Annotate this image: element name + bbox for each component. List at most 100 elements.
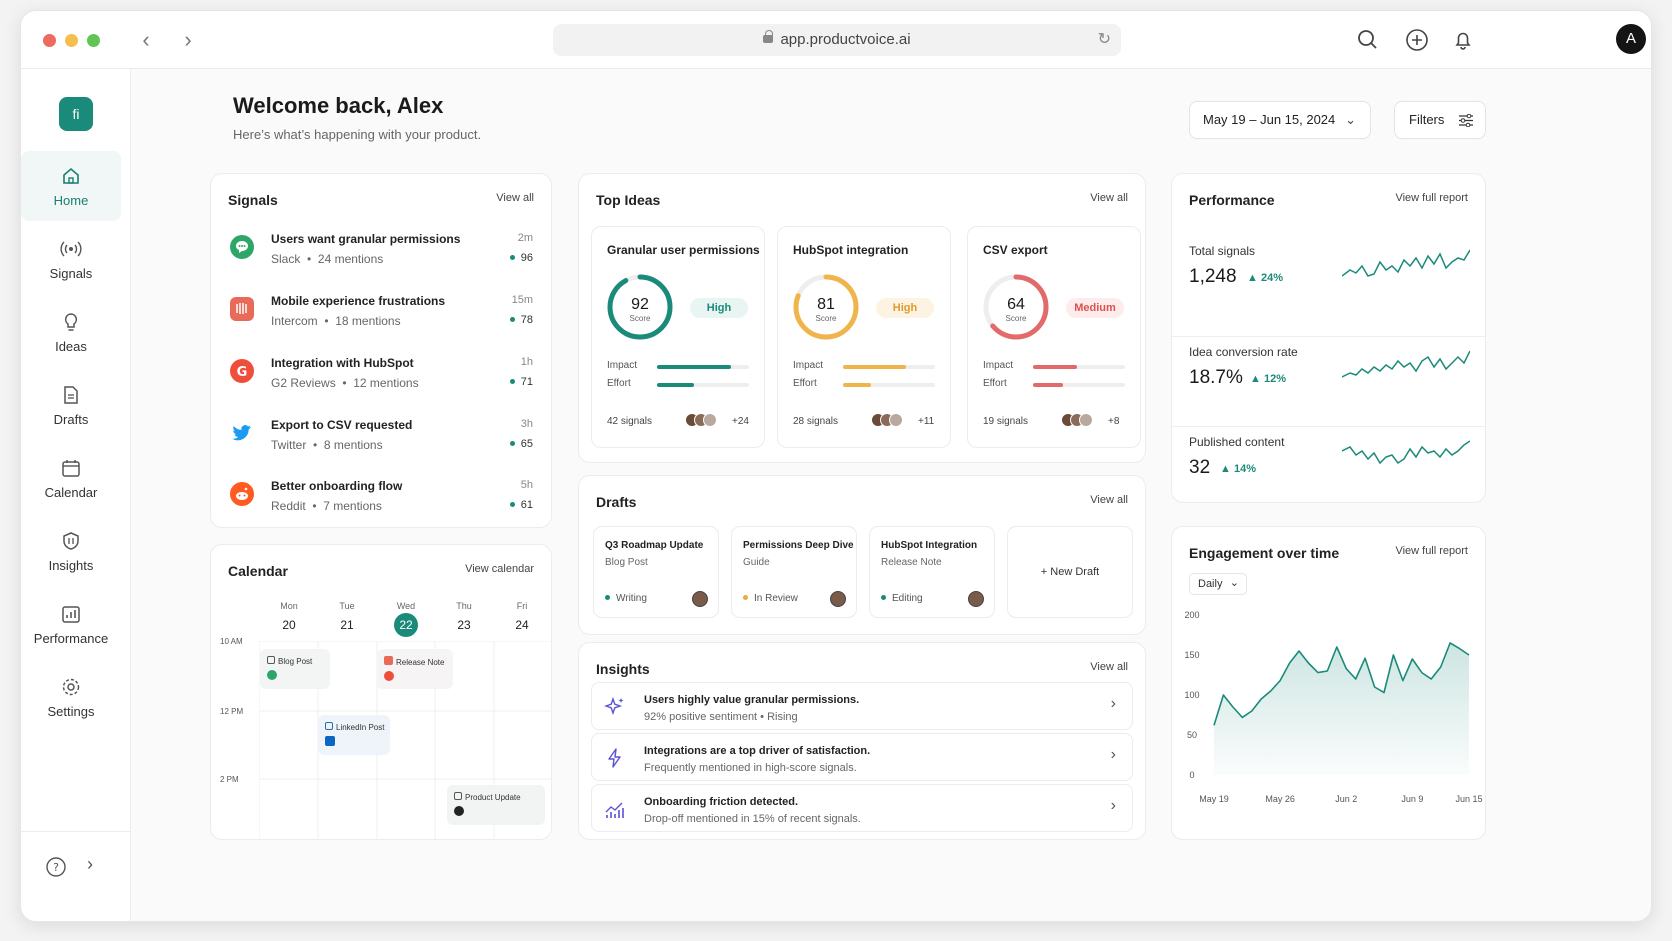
close-window-button[interactable] — [43, 34, 56, 47]
top-ideas-card: Top Ideas View all Granular user permiss… — [578, 173, 1146, 463]
sidebar-item-ideas[interactable]: Ideas — [21, 297, 121, 367]
date-range-label: May 19 – Jun 15, 2024 — [1203, 112, 1336, 127]
calendar-day[interactable]: Tue 21 — [318, 601, 376, 632]
sparkline — [1342, 350, 1470, 378]
x-tick-label: Jun 2 — [1335, 794, 1357, 804]
app-logo[interactable]: fi — [59, 97, 93, 131]
score-value: 92 — [631, 296, 649, 313]
impact-bar — [1033, 365, 1125, 369]
url-bar[interactable]: app.productvoice.ai ↻ — [553, 24, 1121, 56]
g2-icon — [384, 671, 394, 681]
sidebar-item-signals[interactable]: Signals — [21, 224, 121, 294]
impact-label: Impact — [983, 360, 1014, 371]
performance-card: Performance View full report Total signa… — [1171, 173, 1486, 503]
sidebar-item-label: Signals — [49, 266, 93, 281]
chat-bubble-icon — [267, 670, 277, 680]
calendar-event-release-note[interactable]: Release Note — [377, 649, 453, 689]
draft-title: Permissions Deep Dive — [743, 540, 854, 551]
draft-card[interactable]: HubSpot Integration Release Note Editing — [869, 526, 995, 618]
score-label: Score — [630, 314, 651, 323]
sidebar-item-drafts[interactable]: Drafts — [21, 370, 121, 440]
signal-row[interactable]: Better onboarding flow Reddit • 7 mentio… — [211, 475, 551, 535]
idea-card[interactable]: Granular user permissions 92 Score High … — [591, 226, 765, 448]
back-arrow-icon[interactable]: ‹ — [142, 27, 150, 52]
period-select[interactable]: Daily ⌄ — [1189, 573, 1247, 595]
impact-bar-fill — [843, 365, 906, 369]
calendar-event-linkedin-post[interactable]: LinkedIn Post — [318, 715, 390, 755]
insight-row[interactable]: Integrations are a top driver of satisfa… — [591, 733, 1133, 781]
forward-arrow-icon[interactable]: › — [184, 27, 192, 52]
performance-title: Performance — [1189, 192, 1275, 208]
signals-view-all-link[interactable]: View all — [496, 192, 534, 204]
help-icon[interactable]: ? — [45, 856, 67, 878]
github-icon — [454, 806, 464, 816]
signal-mentions: 18 mentions — [335, 314, 401, 328]
signal-row[interactable]: Export to CSV requested Twitter • 8 ment… — [211, 414, 551, 474]
idea-card[interactable]: HubSpot integration 81 Score High Impact… — [777, 226, 951, 448]
calendar-day[interactable]: Thu 23 — [435, 601, 493, 632]
author-avatar — [830, 591, 846, 607]
sidebar-item-settings[interactable]: Settings — [21, 662, 121, 732]
performance-report-link[interactable]: View full report — [1395, 192, 1468, 204]
intercom-icon — [384, 656, 393, 665]
draft-card[interactable]: Permissions Deep Dive Guide In Review — [731, 526, 857, 618]
chevron-right-icon: › — [1110, 746, 1116, 763]
search-icon[interactable] — [1354, 26, 1382, 54]
insight-row[interactable]: Users highly value granular permissions.… — [591, 682, 1133, 730]
sidebar-item-calendar[interactable]: Calendar — [21, 443, 121, 513]
idea-card[interactable]: CSV export 64 Score Medium Impact Effort… — [967, 226, 1141, 448]
bell-icon[interactable] — [1449, 26, 1477, 54]
calendar-event-blog-post[interactable]: Blog Post — [260, 649, 330, 689]
expand-sidebar-icon[interactable]: › — [87, 854, 93, 874]
filters-button[interactable]: Filters — [1394, 101, 1486, 139]
minimize-window-button[interactable] — [65, 34, 78, 47]
signal-title: Export to CSV requested — [271, 418, 413, 432]
score-arc — [793, 274, 859, 340]
signal-source: Intercom — [271, 314, 318, 328]
signal-mentions: 24 mentions — [317, 252, 384, 266]
effort-bar-fill — [657, 383, 694, 387]
sidebar-item-home[interactable]: Home — [21, 151, 121, 221]
calendar-day-today[interactable]: Wed 22 — [377, 601, 435, 637]
signal-time: 1h — [520, 356, 533, 368]
url-text: app.productvoice.ai — [780, 31, 911, 48]
insight-row[interactable]: Onboarding friction detected. Drop-off m… — [591, 784, 1133, 832]
effort-bar — [1033, 383, 1125, 387]
sidebar-item-insights[interactable]: Insights — [21, 516, 121, 586]
page-subtitle: Here’s what’s happening with your produc… — [233, 127, 482, 142]
engagement-report-link[interactable]: View full report — [1395, 545, 1468, 557]
user-avatar[interactable]: A — [1616, 24, 1646, 54]
metric-value: 1,248 — [1189, 266, 1237, 287]
draft-card[interactable]: Q3 Roadmap Update Blog Post Writing — [593, 526, 719, 618]
add-circle-icon[interactable] — [1403, 26, 1431, 54]
calendar-event-product-update[interactable]: Product Update — [447, 785, 545, 825]
metric-published-content: Published content 32 ▲ 14% — [1172, 426, 1485, 514]
sidebar: fi Home Signals Ideas Drafts Calendar In… — [21, 69, 131, 921]
avatar — [1079, 413, 1093, 427]
main-content: Welcome back, Alex Here’s what’s happeni… — [131, 69, 1651, 921]
insights-view-all-link[interactable]: View all — [1090, 661, 1128, 673]
sidebar-item-label: Settings — [47, 704, 95, 719]
signal-row[interactable]: G Integration with HubSpot G2 Reviews • … — [211, 352, 551, 412]
reddit-icon — [230, 482, 254, 506]
view-calendar-link[interactable]: View calendar — [465, 563, 534, 575]
maximize-window-button[interactable] — [87, 34, 100, 47]
sparkle-icon — [604, 696, 624, 716]
drafts-card: Drafts View all Q3 Roadmap Update Blog P… — [578, 475, 1146, 635]
top-ideas-view-all-link[interactable]: View all — [1090, 192, 1128, 204]
sparkline — [1342, 249, 1470, 277]
calendar-day[interactable]: Fri 24 — [493, 601, 551, 632]
calendar-day[interactable]: Mon 20 — [260, 601, 318, 632]
sidebar-item-performance[interactable]: Performance — [21, 589, 121, 659]
insight-title: Integrations are a top driver of satisfa… — [644, 745, 871, 757]
date-range-picker[interactable]: May 19 – Jun 15, 2024 ⌄ — [1189, 101, 1371, 139]
new-draft-button[interactable]: + New Draft — [1007, 526, 1133, 618]
reload-icon[interactable]: ↻ — [1097, 31, 1111, 48]
score-value: 81 — [817, 296, 835, 313]
effort-bar — [843, 383, 935, 387]
signal-row[interactable]: Users want granular permissions Slack • … — [211, 228, 551, 288]
idea-title: HubSpot integration — [793, 243, 909, 257]
signal-row[interactable]: Mobile experience frustrations Intercom … — [211, 290, 551, 350]
document-icon — [325, 722, 333, 730]
drafts-view-all-link[interactable]: View all — [1090, 494, 1128, 506]
